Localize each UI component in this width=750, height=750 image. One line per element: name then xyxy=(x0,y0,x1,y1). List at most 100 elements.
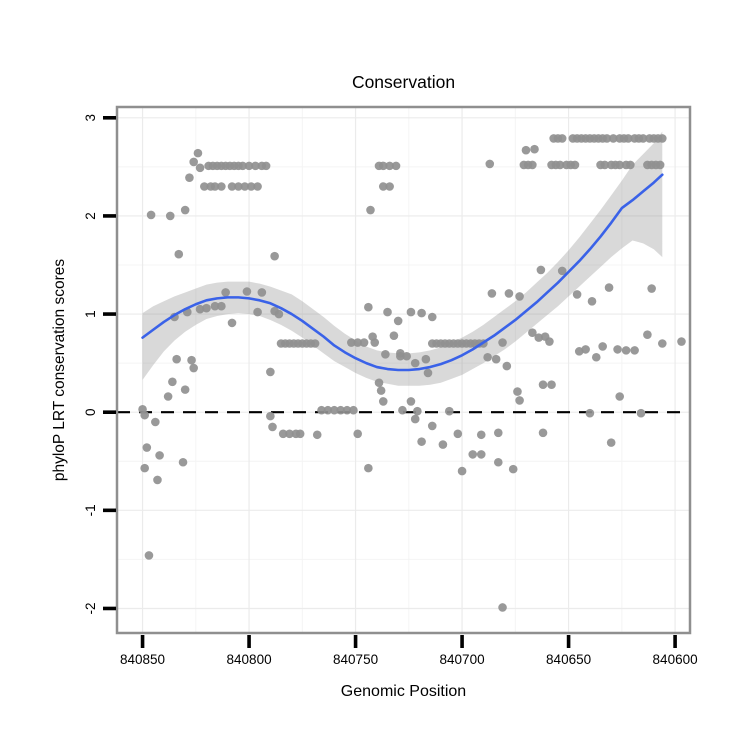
scatter-point xyxy=(572,290,582,299)
scatter-point xyxy=(144,551,154,560)
scatter-point xyxy=(187,355,196,365)
scatter-point xyxy=(498,338,507,347)
y-axis-title: phyloP LRT conservation scores xyxy=(51,258,68,482)
scatter-point xyxy=(217,182,226,191)
scatter-point xyxy=(180,385,190,394)
scatter-point xyxy=(457,466,467,476)
scatter-point xyxy=(483,352,492,362)
scatter-point xyxy=(310,339,320,348)
scatter-point xyxy=(417,437,426,446)
scatter-point xyxy=(185,173,194,182)
scatter-point xyxy=(140,410,149,420)
scatter-point xyxy=(630,346,639,355)
scatter-point xyxy=(615,160,625,170)
y-tick-label: 2 xyxy=(83,212,98,220)
scatter-point xyxy=(557,266,567,276)
scatter-point xyxy=(534,333,544,342)
scatter-point xyxy=(189,363,198,373)
x-tick-label: 840700 xyxy=(440,652,485,667)
scatter-point xyxy=(221,288,230,297)
scatter-point xyxy=(398,405,407,415)
scatter-point xyxy=(234,182,243,191)
scatter-point xyxy=(142,443,152,452)
scatter-point xyxy=(217,301,226,311)
scatter-point xyxy=(421,354,431,364)
scatter-point xyxy=(227,318,237,328)
scatter-point xyxy=(508,464,518,474)
scatter-point xyxy=(347,338,356,347)
scatter-point xyxy=(547,380,556,390)
scatter-point xyxy=(140,463,149,473)
scatter-point xyxy=(515,292,524,301)
scatter-point xyxy=(444,406,454,416)
scatter-point xyxy=(163,392,173,401)
scatter-point xyxy=(555,160,565,170)
scatter-point xyxy=(513,387,522,396)
scatter-point xyxy=(336,405,345,415)
scatter-point xyxy=(274,309,284,319)
scatter-point xyxy=(658,134,667,143)
scatter-point xyxy=(278,429,288,439)
scatter-point xyxy=(487,289,497,298)
scatter-point xyxy=(585,408,595,418)
scatter-point xyxy=(155,451,164,460)
scatter-point xyxy=(570,160,580,170)
scatter-point xyxy=(530,144,539,154)
scatter-point xyxy=(491,354,501,364)
scatter-point xyxy=(402,351,411,361)
scatter-point xyxy=(253,307,262,317)
scatter-point xyxy=(602,134,612,143)
scatter-point xyxy=(353,429,363,439)
x-tick-label: 840850 xyxy=(120,652,165,667)
scatter-point xyxy=(153,475,162,485)
scatter-point xyxy=(417,308,426,318)
scatter-point xyxy=(655,160,665,170)
scatter-point xyxy=(210,301,220,311)
scatter-point xyxy=(393,316,403,326)
y-tick-label: 1 xyxy=(83,310,98,318)
scatter-point xyxy=(174,249,184,259)
scatter-point xyxy=(251,161,260,171)
scatter-point xyxy=(468,450,478,459)
scatter-point xyxy=(257,288,267,297)
scatter-point xyxy=(493,457,503,467)
scatter-point xyxy=(389,331,399,340)
scatter-point xyxy=(438,440,448,449)
scatter-point xyxy=(295,429,305,439)
x-tick-label: 840600 xyxy=(653,652,698,667)
scatter-point xyxy=(406,307,416,317)
y-tick-label: 0 xyxy=(83,408,98,416)
scatter-point xyxy=(285,429,294,439)
scatter-point xyxy=(626,160,635,170)
x-tick-label: 840650 xyxy=(546,652,591,667)
scatter-point xyxy=(238,161,247,171)
scatter-point xyxy=(349,405,358,415)
scatter-point xyxy=(165,211,175,221)
scatter-point xyxy=(364,302,373,312)
scatter-point xyxy=(591,352,601,362)
scatter-point xyxy=(636,408,646,418)
scatter-point xyxy=(528,328,537,338)
scatter-point xyxy=(266,411,275,421)
scatter-point xyxy=(643,330,652,339)
scatter-point xyxy=(227,182,237,191)
scatter-point xyxy=(528,160,537,170)
scatter-point xyxy=(378,397,388,406)
scatter-point xyxy=(609,134,618,143)
scatter-point xyxy=(195,304,205,314)
scatter-point xyxy=(193,148,203,158)
scatter-point xyxy=(180,205,190,215)
scatter-point xyxy=(647,284,656,293)
scatter-point xyxy=(391,161,401,171)
scatter-point xyxy=(378,182,388,191)
scatter-point xyxy=(587,297,597,306)
scatter-point xyxy=(476,430,486,440)
scatter-point xyxy=(538,428,548,438)
scatter-point xyxy=(246,182,256,191)
scatter-point xyxy=(658,339,667,348)
scatter-point xyxy=(493,428,503,438)
scatter-point xyxy=(521,145,531,155)
scatter-point xyxy=(677,337,686,346)
scatter-point xyxy=(312,430,322,440)
